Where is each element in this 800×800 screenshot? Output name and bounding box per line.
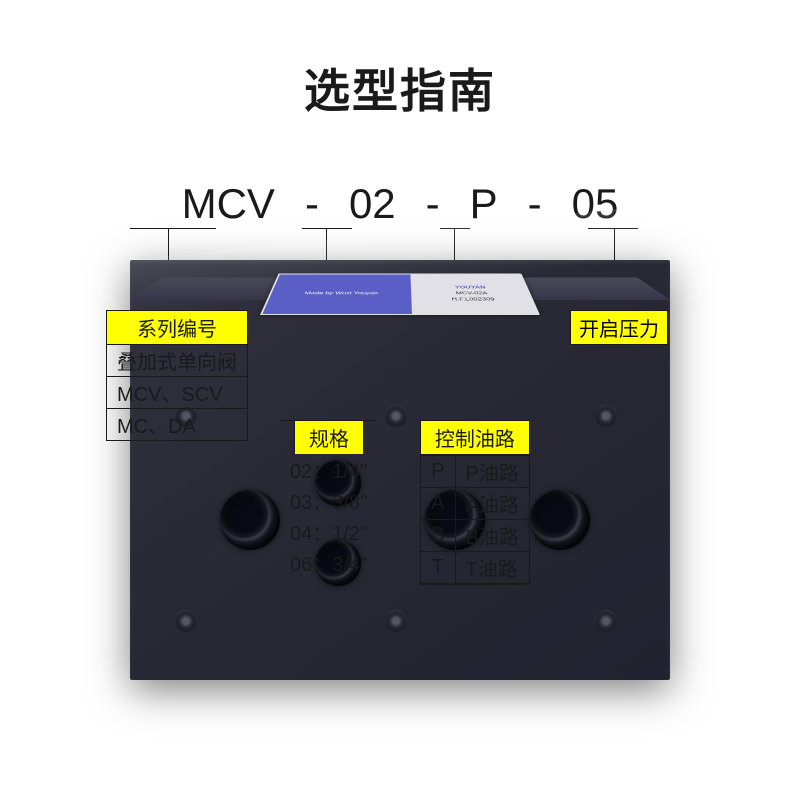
plate-model: MCV-02A (455, 291, 488, 295)
plate-brand: Made by Wuxi Youyan (304, 291, 378, 295)
bolt (385, 610, 407, 632)
bolt (175, 610, 197, 632)
dash: - (426, 180, 440, 228)
callout-row: MCV、SCV (107, 377, 247, 409)
callout-row: 03：3/8" (280, 485, 377, 516)
code-series: MCV (176, 180, 281, 228)
callout-series: 系列编号 叠加式单向阀 MCV、SCV MC、DA (106, 310, 248, 441)
plate-code: H.F.L002309 (451, 297, 495, 301)
callout-row: MC、DA (107, 409, 247, 440)
callout-row: 04：1/2" (280, 516, 377, 547)
plate-brand: YOUYAN (454, 285, 485, 289)
callout-row: 06：3/4" (280, 547, 377, 578)
model-code: MCV - 02 - P - 05 (0, 180, 800, 228)
page-title: 选型指南 (304, 55, 496, 121)
callout-table: PP油路 AA油路 BB油路 TT油路 (421, 455, 529, 584)
callout-header: 系列编号 (107, 311, 247, 345)
connector-line (302, 228, 352, 229)
bolt (385, 405, 407, 427)
callout-row: 02：1/4" (280, 454, 377, 485)
callout-spec: 规格 02：1/4" 03：3/8" 04：1/2" 06：3/4" (280, 420, 377, 578)
callout-pressure: 开启压力 (570, 310, 668, 345)
dash: - (305, 180, 319, 228)
callout-row: 叠加式单向阀 (107, 345, 247, 377)
port (530, 490, 590, 550)
callout-control: 控制油路 PP油路 AA油路 BB油路 TT油路 (420, 420, 530, 585)
port (220, 490, 280, 550)
callout-header: 规格 (294, 421, 364, 454)
bolt (595, 610, 617, 632)
connector-line (130, 228, 216, 229)
label-plate: Made by Wuxi Youyan YOUYAN MCV-02A H.F.L… (260, 274, 540, 315)
bolt (595, 405, 617, 427)
code-spec: 02 (343, 180, 402, 228)
callout-header: 控制油路 (421, 421, 529, 455)
